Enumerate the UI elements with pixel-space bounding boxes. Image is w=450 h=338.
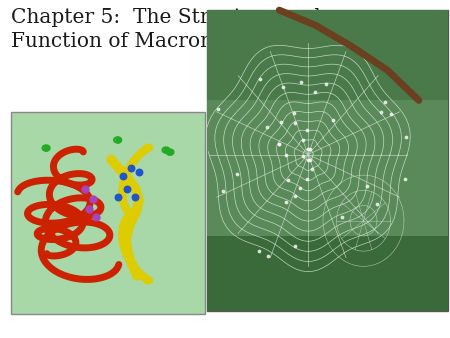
Point (291, 243, 298, 248)
Point (220, 188, 227, 193)
Point (377, 109, 384, 115)
Point (290, 111, 297, 116)
Point (135, 170, 143, 175)
Point (275, 141, 283, 146)
Point (124, 186, 131, 191)
Point (305, 158, 312, 163)
Point (128, 166, 135, 171)
Point (131, 194, 139, 199)
Point (300, 138, 307, 143)
Point (382, 99, 389, 104)
Point (304, 127, 311, 132)
Point (323, 82, 330, 87)
Point (264, 124, 271, 129)
Point (300, 153, 307, 158)
Bar (207, 236, 448, 311)
Point (120, 174, 127, 179)
Point (402, 135, 410, 140)
Point (89, 196, 96, 201)
Point (278, 120, 285, 125)
Point (304, 146, 311, 152)
Point (85, 206, 92, 212)
Point (297, 79, 304, 85)
Point (303, 177, 310, 182)
Point (93, 214, 100, 220)
Point (166, 149, 174, 155)
Point (306, 147, 314, 152)
Point (329, 117, 336, 123)
Point (275, 142, 283, 147)
Point (279, 84, 286, 90)
Bar (207, 10, 448, 100)
Bar (207, 100, 448, 236)
Point (292, 121, 299, 126)
Point (162, 147, 170, 153)
Text: Chapter 5:  The Structure and
Function of Macromolecules: Chapter 5: The Structure and Function of… (11, 8, 321, 51)
Point (264, 254, 271, 259)
Point (338, 214, 346, 219)
Point (233, 172, 240, 177)
Point (306, 157, 313, 163)
Point (282, 199, 289, 205)
Point (255, 249, 262, 254)
Point (81, 186, 88, 191)
Point (292, 193, 299, 199)
Point (297, 185, 304, 191)
Point (363, 183, 370, 189)
Point (257, 77, 264, 82)
Point (283, 152, 290, 158)
Point (114, 137, 122, 143)
Point (284, 177, 292, 183)
Point (42, 145, 50, 151)
Point (401, 176, 408, 182)
Bar (11, 112, 205, 314)
Point (214, 106, 221, 112)
Bar (207, 10, 448, 311)
Point (374, 202, 381, 207)
Point (387, 111, 395, 116)
Point (311, 89, 319, 94)
Point (114, 194, 122, 199)
Point (308, 167, 315, 172)
